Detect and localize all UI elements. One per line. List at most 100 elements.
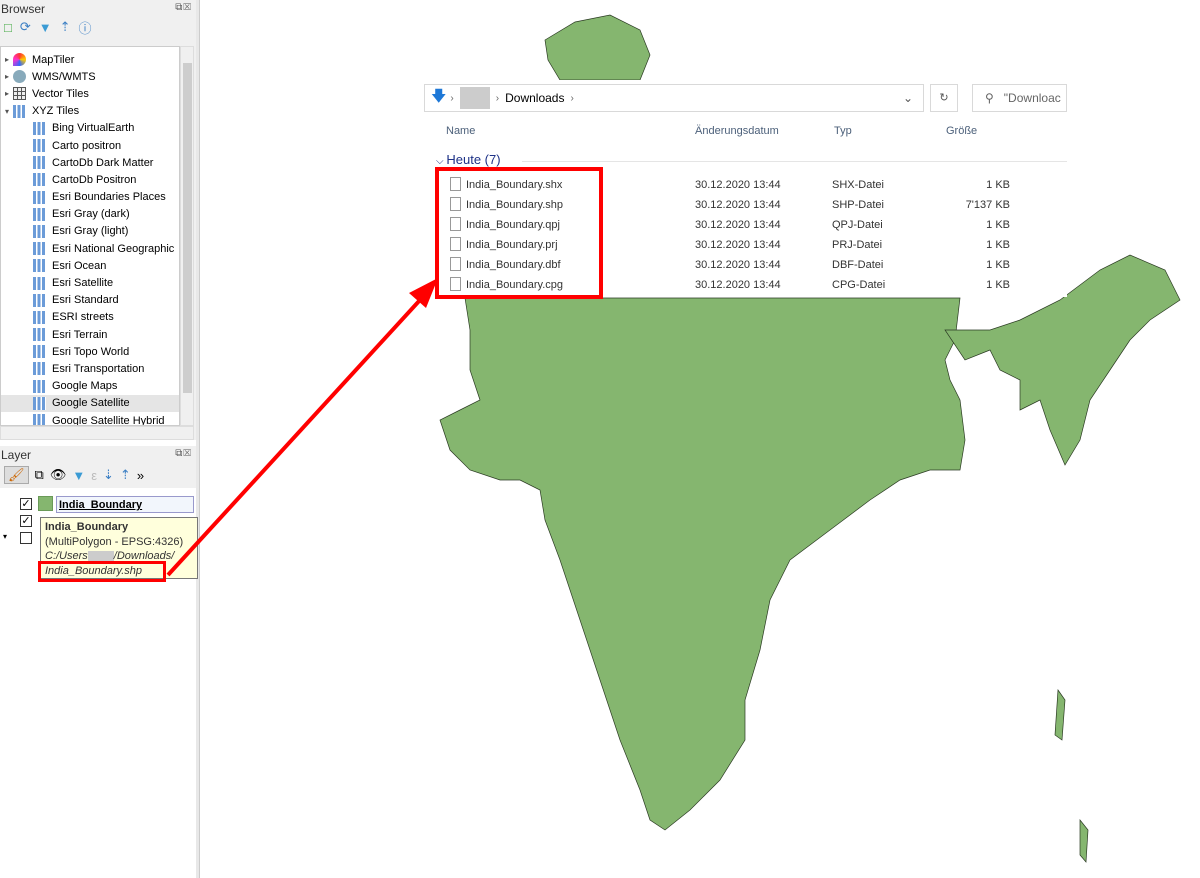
file-row[interactable]: India_Boundary.shx 30.12.2020 13:44 SHX-… [422, 175, 1067, 195]
xyz-tile-icon [33, 379, 46, 393]
browser-item[interactable]: Esri Terrain [1, 326, 179, 343]
browser-item-label: Google Maps [52, 380, 118, 393]
layer-checkbox[interactable]: ✓ [20, 515, 32, 527]
browser-item[interactable]: ESRI streets [1, 309, 179, 326]
browser-item-label: Vector Tiles [32, 87, 89, 100]
browser-vertical-scrollbar[interactable] [180, 46, 194, 426]
browser-item-label: Esri Standard [52, 294, 119, 307]
layer-checkbox[interactable]: ✓ [20, 498, 32, 510]
vector-tiles-icon [13, 87, 26, 101]
layer-item-india-boundary[interactable]: India_Boundary [56, 496, 194, 513]
column-type[interactable]: Typ [834, 125, 852, 137]
xyz-tile-icon [33, 207, 46, 221]
browser-item[interactable]: ▸ WMS/WMTS [1, 68, 179, 85]
collapse-all-icon[interactable]: ⇡ [119, 467, 131, 482]
xyz-tile-icon [33, 242, 46, 256]
browser-item[interactable]: Esri Ocean [1, 257, 179, 274]
file-type: PRJ-Datei [832, 239, 883, 251]
expand-all-icon[interactable]: ⇣ [103, 467, 114, 482]
file-name: India_Boundary.shx [466, 179, 563, 191]
breadcrumb-downloads[interactable]: Downloads [505, 91, 565, 105]
browser-item-label: Esri Gray (dark) [52, 208, 130, 221]
browser-item-label: Esri Boundaries Places [52, 191, 166, 204]
file-row[interactable]: India_Boundary.prj 30.12.2020 13:44 PRJ-… [422, 235, 1067, 255]
download-arrow-icon: 🡇 [431, 87, 447, 105]
file-name: India_Boundary.prj [466, 239, 558, 251]
add-group-icon[interactable]: ⧉ [34, 467, 44, 482]
xyz-tile-icon [33, 276, 46, 290]
file-row[interactable]: India_Boundary.shp 30.12.2020 13:44 SHP-… [422, 195, 1067, 215]
browser-item[interactable]: Bing VirtualEarth [1, 120, 179, 137]
file-row[interactable]: India_Boundary.qpj 30.12.2020 13:44 QPJ-… [422, 215, 1067, 235]
xyz-tile-icon [33, 362, 46, 376]
tooltip-file: India_Boundary.shp [45, 564, 143, 577]
browser-item[interactable]: Google Maps [1, 378, 179, 395]
browser-item[interactable]: Esri Topo World [1, 343, 179, 360]
browser-item[interactable]: ▸ Vector Tiles [1, 85, 179, 102]
file-size: 1 KB [986, 259, 1010, 271]
file-type: DBF-Datei [832, 259, 884, 271]
expand-arrow-icon[interactable]: ▸ [4, 89, 9, 99]
browser-item[interactable]: CartoDb Positron [1, 171, 179, 188]
browser-item[interactable]: Esri Standard [1, 292, 179, 309]
group-header-today[interactable]: ⌵ Heute (7) [436, 152, 501, 167]
expand-arrow-icon[interactable]: ▸ [4, 72, 9, 82]
address-bar[interactable]: 🡇 › › Downloads › ⌄ [424, 84, 924, 112]
highlight-box-files [435, 167, 603, 299]
panel-float-close-buttons[interactable]: ⧉☒ [175, 2, 192, 13]
browser-item[interactable]: Esri Boundaries Places [1, 189, 179, 206]
file-row[interactable]: India_Boundary.cpg 30.12.2020 13:44 CPG-… [422, 275, 1067, 295]
layers-title: Layer [1, 448, 32, 462]
browser-horizontal-scrollbar[interactable] [0, 426, 194, 440]
group-expand-arrow[interactable]: ▾ [3, 532, 8, 541]
search-icon: ⚲ [985, 91, 994, 105]
column-date[interactable]: Änderungsdatum [695, 125, 779, 137]
visibility-icon[interactable]: 👁 [49, 467, 67, 482]
filter-icon[interactable]: ▼ [72, 467, 86, 483]
browser-item-label: CartoDb Positron [52, 173, 137, 186]
xyz-tile-icon [33, 414, 46, 425]
browser-item[interactable]: Esri Transportation [1, 360, 179, 377]
column-name[interactable]: Name [446, 125, 476, 137]
browser-panel: Browser ⧉☒ □ ⟳ ▼ ⇡ ⓘ ▸ MapTiler ▸ WMS/WMTS ▸ V… [0, 0, 196, 440]
layer-checkbox[interactable] [20, 532, 32, 544]
browser-item[interactable]: ▾ XYZ Tiles [1, 103, 179, 120]
refresh-button[interactable]: ↻ [930, 84, 958, 112]
browser-item[interactable]: Google Satellite Hybrid [1, 412, 179, 425]
column-size[interactable]: Größe [946, 125, 978, 137]
search-input[interactable]: ⚲ "Downloac [972, 84, 1067, 112]
tooltip-layer-name: India_Boundary [45, 521, 129, 533]
xyz-tile-icon [33, 328, 46, 342]
browser-item-label: Esri Transportation [52, 362, 145, 375]
file-size: 1 KB [986, 279, 1010, 291]
browser-item[interactable]: CartoDb Dark Matter [1, 154, 179, 171]
browser-tree[interactable]: ▸ MapTiler ▸ WMS/WMTS ▸ Vector Tiles ▾ XYZ Tile… [0, 46, 180, 426]
refresh-icon[interactable]: ⟳ [19, 19, 31, 34]
panel-splitter[interactable] [196, 0, 200, 878]
browser-item[interactable]: Esri Satellite [1, 274, 179, 291]
browser-item[interactable]: Esri Gray (dark) [1, 206, 179, 223]
xyz-tile-icon [33, 121, 46, 135]
style-manager-icon[interactable]: 🖌 [4, 466, 29, 484]
file-name: India_Boundary.qpj [466, 219, 560, 231]
file-row[interactable]: India_Boundary.dbf 30.12.2020 13:44 DBF-… [422, 255, 1067, 275]
chevron-down-icon[interactable]: ⌄ [902, 91, 913, 105]
expand-arrow-icon[interactable]: ▾ [4, 106, 9, 116]
info-icon[interactable]: ⓘ [78, 20, 92, 36]
file-date: 30.12.2020 13:44 [695, 239, 781, 251]
collapse-all-icon[interactable]: ⇡ [59, 19, 71, 34]
expression-filter-icon[interactable]: ε [91, 467, 97, 483]
add-layer-icon[interactable]: □ [4, 19, 12, 35]
browser-item[interactable]: Carto positron [1, 137, 179, 154]
filter-icon[interactable]: ▼ [38, 19, 52, 35]
expand-arrow-icon[interactable]: ▸ [4, 55, 9, 65]
layer-symbol [38, 496, 53, 511]
panel-float-close-buttons[interactable]: ⧉☒ [175, 448, 192, 459]
file-date: 30.12.2020 13:44 [695, 259, 781, 271]
more-icon[interactable]: » [136, 467, 145, 483]
browser-item[interactable]: Esri National Geographic [1, 240, 179, 257]
browser-item[interactable]: ▸ MapTiler [1, 51, 179, 68]
browser-item[interactable]: Esri Gray (light) [1, 223, 179, 240]
browser-item[interactable]: Google Satellite [1, 394, 179, 412]
